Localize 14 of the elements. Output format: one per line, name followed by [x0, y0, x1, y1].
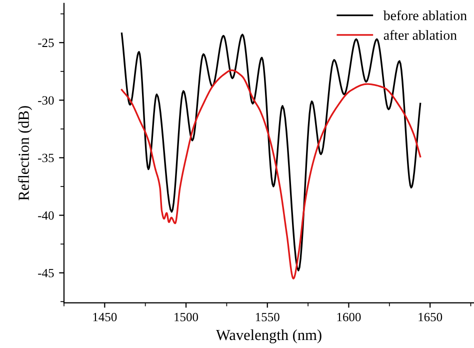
- x-tick-label: 1650: [418, 312, 442, 322]
- x-tick-label: 1550: [256, 312, 280, 322]
- y-tick-label: -25: [38, 38, 54, 48]
- y-tick-label: -45: [38, 268, 54, 278]
- x-tick-label: 1600: [337, 312, 361, 322]
- y-tick-label: -30: [38, 96, 54, 105]
- legend-label: after ablation: [384, 30, 457, 40]
- x-axis-title: Wavelength (nm): [216, 329, 322, 344]
- x-tick-label: 1450: [93, 312, 117, 322]
- x-tick-label: 1500: [174, 312, 198, 322]
- y-tick-label: -40: [38, 211, 54, 220]
- legend-label: before ablation: [383, 10, 467, 20]
- y-axis-title: Reflection (dB): [18, 106, 32, 200]
- y-tick-label: -35: [38, 154, 54, 162]
